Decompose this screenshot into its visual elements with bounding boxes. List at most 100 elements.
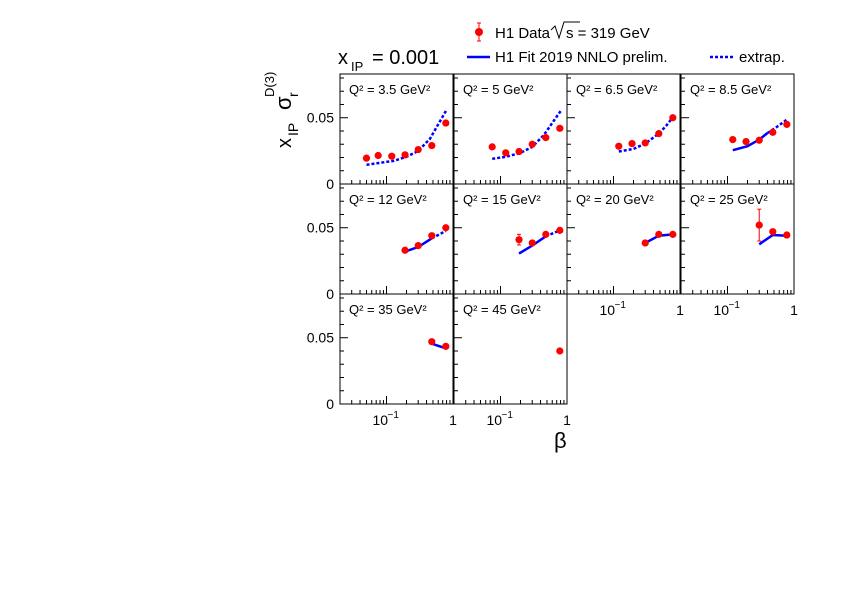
panel-label: Q² = 35 GeV² (349, 302, 427, 317)
data-point (783, 120, 791, 128)
data-point (628, 139, 636, 148)
y-tick-label: 0.05 (307, 220, 334, 236)
fit-curve (732, 132, 769, 152)
panel: Q² = 5 GeV² (453, 73, 568, 185)
x-axis-title: β (554, 428, 567, 453)
panel-label: Q² = 6.5 GeV² (576, 82, 658, 97)
data-point (442, 119, 450, 127)
x-tick-label: 1 (676, 302, 684, 318)
data-point (428, 232, 436, 240)
panel-label: Q² = 8.5 GeV² (690, 82, 772, 97)
data-point (515, 236, 523, 244)
data-point (669, 114, 677, 122)
legend-sqrt-s-label: s = 319 GeV (566, 25, 650, 42)
panel-label: Q² = 12 GeV² (349, 192, 427, 207)
data-point (556, 347, 564, 355)
legend-data-label: H1 Data (495, 25, 551, 42)
y-title-sigma: σ (271, 96, 296, 110)
x-tick-label-exp: −1 (501, 410, 513, 421)
data-point (362, 154, 371, 162)
y-axis-title: x IP σ r D(3) (262, 72, 301, 148)
panel: 0.05 0 Q² = 3.5 GeV² (307, 73, 454, 192)
panel-frame (680, 183, 795, 295)
data-point (374, 151, 382, 160)
x-tick-label: 10 (486, 412, 502, 428)
legend-fit-label: H1 Fit 2019 NNLO prelim. (495, 49, 668, 66)
data-point (542, 134, 550, 142)
data-point (769, 228, 777, 236)
panel-frame (453, 293, 568, 405)
x-tick-label-exp: −1 (614, 300, 626, 311)
y-tick-label: 0 (326, 176, 334, 192)
data-point (528, 239, 536, 247)
panel: Q² = 15 GeV² (453, 183, 568, 295)
panel-label: Q² = 5 GeV² (463, 82, 534, 97)
panel-label: Q² = 15 GeV² (463, 192, 541, 207)
extrap-curve (366, 109, 448, 167)
legend-data-marker (475, 22, 483, 42)
x-tick-label: 1 (790, 302, 798, 318)
data-point (428, 141, 436, 150)
data-point (669, 230, 677, 238)
y-tick-label: 0.05 (307, 110, 334, 126)
x-tick-label: 10 (372, 412, 388, 428)
data-point (542, 230, 550, 238)
panel: Q² = 8.5 GeV² (680, 73, 795, 185)
panel: 0.05 0 Q² = 12 GeV² (307, 183, 454, 302)
data-point (742, 137, 750, 146)
y-tick-label: 0 (326, 396, 334, 412)
data-point (414, 242, 422, 250)
panel-label: Q² = 20 GeV² (576, 192, 654, 207)
x-tick-label-exp: −1 (387, 410, 399, 421)
y-title-x-sub: IP (285, 123, 301, 136)
y-title-sigma-sub: r (285, 92, 301, 97)
data-point (442, 342, 450, 350)
data-point (414, 145, 422, 154)
data-point (388, 152, 396, 160)
panel: 10 −1 1 Q² = 45 GeV² (453, 293, 571, 428)
y-tick-label: 0.05 (307, 330, 334, 346)
data-point (729, 136, 737, 144)
y-title-x: x (274, 138, 296, 148)
xpom-value: = 0.001 (372, 47, 439, 69)
x-tick-label: 10 (599, 302, 615, 318)
extrap-curve (618, 115, 675, 153)
panel-frame (339, 293, 454, 405)
panel-label: Q² = 3.5 GeV² (349, 82, 431, 97)
data-point (556, 124, 564, 132)
fit-curve (758, 233, 787, 246)
y-title-sigma-sup: D(3) (262, 72, 277, 97)
data-point (641, 139, 649, 147)
data-point (755, 136, 763, 144)
panel: 10 −1 1 Q² = 25 GeV² (680, 183, 798, 318)
data-point (515, 147, 523, 156)
data-point (641, 239, 649, 247)
panel: 10 −1 1 Q² = 20 GeV² (566, 183, 684, 318)
data-point (428, 338, 436, 346)
panel-frame (566, 183, 681, 295)
data-point (783, 231, 791, 239)
data-point (401, 246, 409, 254)
x-tick-label: 10 (713, 302, 729, 318)
xpom-header: x IP = 0.001 (338, 47, 439, 74)
data-point (488, 143, 496, 151)
data-point (655, 130, 663, 138)
x-tick-label-exp: −1 (728, 300, 740, 311)
extrap-curve (766, 118, 789, 135)
data-point (769, 128, 777, 136)
xpom-x: x (338, 47, 348, 69)
data-point (401, 151, 409, 159)
xpom-sub: IP (351, 59, 363, 74)
data-point (556, 226, 564, 234)
x-tick-label: 1 (449, 412, 457, 428)
panel: Q² = 6.5 GeV² (566, 73, 681, 185)
data-point (655, 230, 663, 238)
panel: 0.05 0 10 −1 1 Q² = 35 GeV² (307, 293, 457, 428)
data-point (502, 149, 510, 157)
panels-group: 0.05 0 Q² = 3.5 GeV² Q² = 5 GeV² Q² = 6.5 Ge… (307, 73, 798, 428)
x-tick-label: 1 (563, 412, 571, 428)
data-point (442, 224, 450, 232)
panel-label: Q² = 25 GeV² (690, 192, 768, 207)
y-tick-label: 0 (326, 286, 334, 302)
